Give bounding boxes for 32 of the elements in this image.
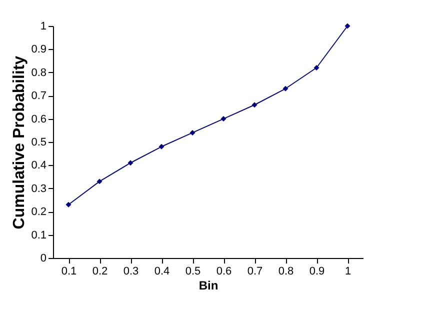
- y-tick-label: 0.2: [31, 206, 46, 218]
- point: [66, 202, 72, 208]
- y-tick-label: 1: [40, 20, 46, 32]
- x-tick-label: 0.3: [123, 266, 139, 278]
- y-axis-title: Cumulative Probability: [11, 56, 28, 230]
- y-tick-label: 0: [40, 252, 46, 264]
- x-tick-label: 0.4: [154, 266, 170, 278]
- point: [190, 130, 196, 136]
- y-tick-label: 0.4: [31, 160, 46, 172]
- x-tick-label: 0.2: [92, 266, 108, 278]
- x-tick-label: 0.6: [216, 266, 232, 278]
- y-tick-label: 0.7: [31, 90, 46, 102]
- x-tick-label: 0.7: [247, 266, 263, 278]
- x-tick-label: 0.5: [185, 266, 201, 278]
- point: [282, 86, 288, 92]
- x-tick-label: 0.1: [61, 266, 77, 278]
- x-axis-title: Bin: [198, 278, 218, 292]
- x-tick-label: 0.8: [278, 266, 294, 278]
- point: [128, 160, 134, 166]
- y-tick-label: 0.5: [31, 136, 46, 148]
- x-tick-label: 0.9: [309, 266, 325, 278]
- point: [344, 23, 350, 29]
- point: [96, 178, 102, 184]
- point: [158, 144, 164, 150]
- y-tick-label: 0.3: [31, 182, 46, 195]
- point: [252, 102, 258, 108]
- y-tick-label: 0.1: [31, 229, 46, 242]
- x-tick-label: 1: [344, 266, 352, 278]
- point: [220, 116, 226, 122]
- y-tick-label: 0.6: [31, 113, 46, 126]
- y-tick-label: 0.8: [31, 66, 46, 79]
- y-tick-label: 0.9: [31, 44, 46, 56]
